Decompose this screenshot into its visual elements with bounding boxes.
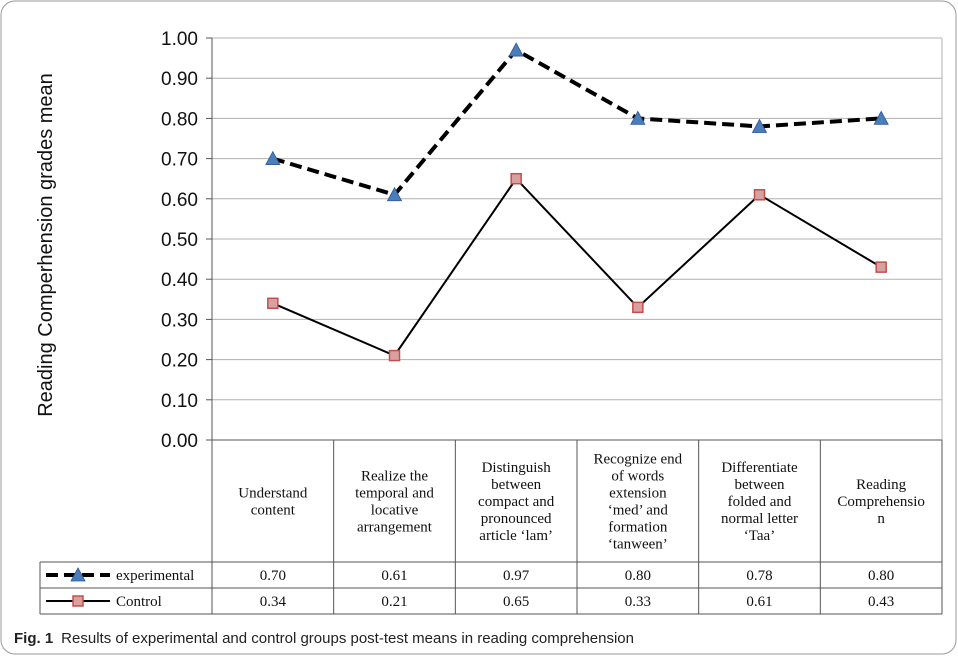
y-tick-label: 0.30 [161, 310, 198, 331]
category-label: Understand [238, 486, 308, 502]
category-label: Realize the [361, 469, 428, 485]
y-tick-label: 0.50 [161, 230, 198, 251]
category-label: content [251, 503, 296, 519]
data-point-control [875, 261, 887, 273]
series-line-experimental [272, 47, 882, 198]
legend-key-marker [70, 567, 86, 582]
data-table-value: 0.34 [260, 594, 287, 610]
y-tick-label: 0.20 [161, 351, 198, 372]
category-label: Distinguish [482, 460, 552, 476]
category-label: extension [609, 486, 667, 502]
caption-label: Fig. 1 [14, 630, 54, 647]
data-point-experimental [265, 150, 281, 166]
caption-text: Results of experimental and control grou… [61, 630, 634, 647]
y-axis-title: Reading Comperhension grades mean [35, 73, 57, 417]
data-point-control [753, 189, 766, 201]
y-tick-label: 0.10 [161, 391, 198, 412]
data-table-value: 0.65 [503, 594, 529, 610]
y-tick-label: 0.90 [161, 69, 198, 90]
category-label: ‘Taa’ [744, 528, 775, 544]
category-label: compact and [478, 494, 555, 510]
category-label: locative [371, 503, 419, 519]
category-label: article ‘lam’ [479, 528, 553, 544]
data-point-control [267, 297, 279, 310]
legend-key-marker [72, 595, 84, 607]
data-point-control [510, 172, 522, 185]
data-table-value: 0.43 [868, 594, 894, 610]
category-label: Recognize end [593, 452, 682, 468]
category-label: of words [611, 469, 664, 485]
category-label: ‘med’ and [608, 503, 669, 519]
data-point-experimental [386, 186, 403, 202]
y-tick-label: 0.00 [161, 431, 198, 452]
data-table-value: 0.80 [868, 568, 894, 584]
y-tick-label: 0.80 [161, 109, 198, 130]
y-tick-label: 1.00 [161, 29, 198, 50]
category-label: formation [608, 520, 668, 536]
y-tick-label: 0.40 [161, 270, 198, 291]
category-label: folded and [728, 494, 792, 510]
series-line-control [272, 177, 882, 357]
data-point-experimental [508, 42, 524, 57]
data-point-control [388, 349, 401, 362]
data-point-control [632, 301, 644, 314]
category-label: temporal and [355, 486, 434, 502]
data-table-value: 0.21 [381, 594, 407, 610]
y-tick-label: 0.70 [161, 150, 198, 171]
data-point-experimental [751, 118, 768, 133]
data-point-experimental [630, 110, 646, 125]
category-label: n [877, 511, 885, 527]
category-label: pronounced [481, 511, 552, 527]
category-label: Comprehensio [837, 494, 925, 510]
data-table-value: 0.61 [381, 568, 407, 584]
data-table-value: 0.80 [625, 568, 651, 584]
category-label: between [491, 477, 541, 493]
legend-entry-label: experimental [116, 568, 194, 584]
figure-caption: Fig. 1 Results of experimental and contro… [14, 628, 944, 650]
data-table-value: 0.78 [746, 568, 772, 584]
category-label: arrangement [357, 520, 433, 536]
data-point-experimental [873, 110, 889, 125]
category-label: normal letter [721, 511, 798, 527]
data-table-value: 0.33 [625, 594, 651, 610]
category-label: Differentiate [721, 460, 798, 476]
category-label: Reading [856, 477, 906, 493]
category-label: ‘tanween’ [608, 537, 668, 553]
data-table-value: 0.97 [503, 568, 530, 584]
category-label: between [735, 477, 785, 493]
data-table-value: 0.61 [746, 594, 772, 610]
y-tick-label: 0.60 [161, 190, 198, 211]
legend-entry-label: Control [116, 594, 162, 610]
data-table-value: 0.70 [260, 568, 286, 584]
